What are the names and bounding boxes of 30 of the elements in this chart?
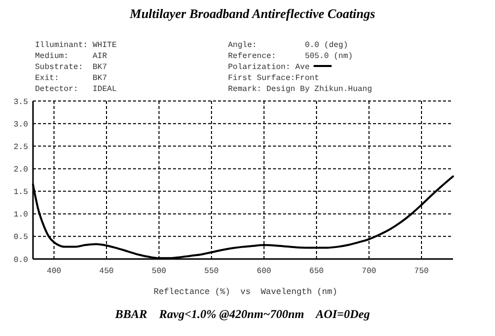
text: Medium: AIR (35, 52, 108, 61)
text: Reference: 505.0 (nm) (228, 52, 353, 61)
y-tick-label: 1.5 (14, 188, 28, 198)
x-tick-label: 400 (46, 267, 62, 276)
text: First Surface:Front (228, 74, 320, 83)
text: Remark: Design By Zhikun.Huang (228, 85, 372, 94)
y-tick-label: 2.5 (14, 142, 28, 152)
x-tick-label: 600 (256, 267, 272, 276)
y-tick-label: 0.0 (14, 256, 28, 265)
y-tick-label: 1.0 (14, 210, 28, 220)
text: BBAR Ravg<1.0% @420nm~700nm AOI=0Deg (114, 307, 370, 321)
y-tick-label: 3.0 (14, 120, 28, 130)
y-tick-label: 0.5 (14, 233, 28, 242)
x-tick-label: 650 (309, 267, 324, 276)
chart-title: Multilayer Broadband Antireflective Coatings (128, 6, 376, 21)
y-tick-label: 3.5 (14, 98, 28, 107)
legend-title: Polarization: (228, 63, 290, 72)
x-tick-label: 750 (414, 267, 429, 276)
x-tick-label: 500 (152, 267, 166, 276)
x-tick-label: 550 (204, 267, 219, 276)
x-axis-title: Reflectance (%) vs Wavelength (nm) (154, 287, 338, 297)
text: Substrate: BK7 (35, 63, 108, 72)
x-tick-label: 700 (362, 267, 376, 276)
text: Exit: BK7 (35, 74, 108, 83)
x-tick-label: 450 (99, 267, 114, 276)
y-tick-label: 2.0 (14, 166, 28, 175)
text: Illuminant: WHITE (35, 41, 117, 50)
legend-label: Ave (295, 63, 310, 72)
text: Detector: IDEAL (35, 85, 117, 94)
text: Angle: 0.0 (deg) (228, 41, 348, 50)
